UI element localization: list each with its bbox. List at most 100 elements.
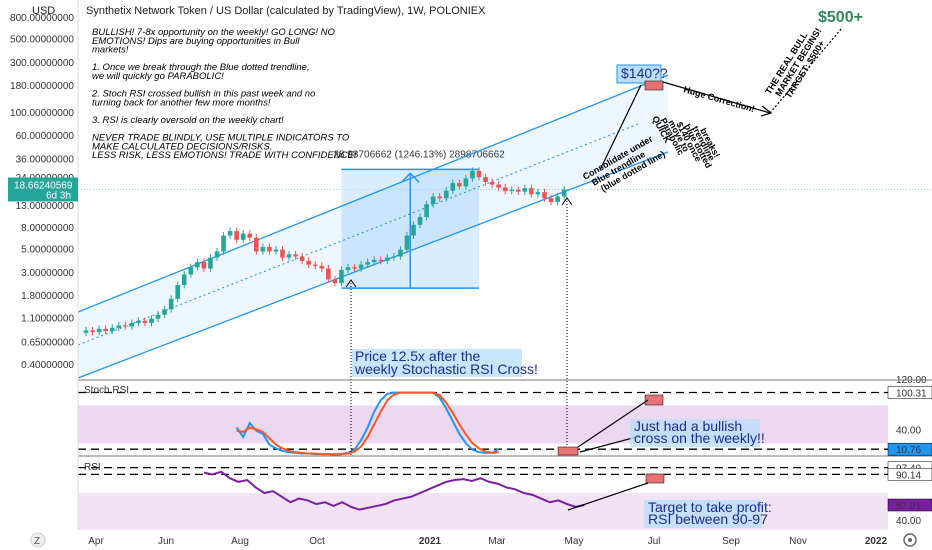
correction-arrow-head [760, 105, 773, 117]
candle-body [90, 330, 95, 333]
candle-body [365, 262, 370, 265]
target-140-box [616, 64, 662, 84]
candle-body [254, 237, 259, 252]
note-line: LESS RISK, LESS EMOTIONS! TRADE WITH CON… [92, 150, 357, 161]
candle-body [450, 183, 456, 191]
candle-body [201, 262, 207, 269]
note-line: 2. Stoch RSI crossed bullish in this pas… [91, 89, 315, 100]
candle-body [411, 224, 416, 236]
quick-move-arrow [599, 84, 642, 171]
price-tick-label: 5.00000000 [21, 245, 74, 256]
last-price-badge: 18.66240569 6d 3h [8, 177, 78, 202]
candle-body [136, 320, 141, 324]
candle-body [286, 254, 292, 258]
candle-body [516, 189, 521, 192]
price-axis-background [0, 0, 78, 550]
candle-body [457, 183, 462, 187]
candle-body [496, 184, 501, 188]
candle-body [535, 192, 541, 195]
note-line: NEVER TRADE BLINDLY, USE MULTIPLE INDICA… [92, 133, 350, 144]
candlestick-series[interactable] [83, 167, 567, 337]
svg-text:Z: Z [34, 536, 40, 547]
note-line: MAKE CALCULATED DECISIONS/RISKS. [92, 141, 272, 152]
measure-label: 28.98706662 (1246.13%) 2898706662 [333, 149, 505, 160]
rsi-tick-label: 40.00 [896, 516, 921, 527]
note-line: BULLISH! 7-8x opportunity on the weekly!… [92, 27, 335, 38]
candle-body [476, 170, 482, 178]
settings-icon[interactable] [903, 533, 917, 547]
rsi-target-line: RSI between 90-97 [648, 511, 768, 527]
note-line: markets! [92, 45, 129, 56]
time-tick-label: Nov [789, 536, 807, 547]
target-140-label: $140?? [621, 65, 668, 81]
channel-lower-line [77, 151, 669, 379]
price-tick-label: 8.00000000 [21, 223, 74, 234]
candle-body [502, 187, 508, 192]
time-axis[interactable]: Apr Jun Aug Oct 2021 Mar May Jul Sep Nov 2022 [88, 536, 887, 547]
note-line: turning back for another few more months… [92, 97, 271, 108]
rsi-level-badge-text: 57.01 [896, 501, 921, 512]
stoch-high-badge [887, 386, 932, 399]
rsi-target-line: Target to take profit: [648, 499, 772, 515]
rsi-level-badge [887, 468, 932, 481]
channel-fill [78, 75, 668, 378]
note-line: EMOTIONS! Dips are buying opportunities … [92, 36, 300, 47]
candle-body [221, 235, 226, 252]
candle-body [123, 325, 128, 327]
candle-body [443, 190, 449, 199]
candle-body [339, 269, 344, 284]
tv-logo-icon[interactable]: Z [30, 532, 46, 548]
stoch-value-badge [887, 442, 932, 456]
time-tick-label: Jul [648, 536, 661, 547]
price-tick-label: 60.00000000 [16, 131, 75, 142]
candle-body [483, 177, 488, 182]
cross-marker-head-2 [561, 197, 573, 206]
candle-body [214, 251, 220, 258]
candle-body [470, 170, 475, 179]
candle-body [267, 246, 272, 252]
currency-label: USD [32, 5, 55, 17]
rsi-target-marker [645, 473, 665, 484]
target-500-label: $500+ [818, 9, 863, 26]
measure-tool[interactable]: 28.98706662 (1246.13%) 2898706662 [333, 149, 505, 289]
cross-marker-head-1 [345, 279, 357, 288]
candle-body [326, 268, 331, 280]
note-line: 1. Once we break through the Blue dotted… [92, 62, 310, 73]
candle-body [149, 318, 154, 324]
rsi-target-arrow [567, 482, 649, 511]
bar-countdown: 6d 3h [46, 191, 71, 202]
correction-arrow-line [662, 81, 771, 114]
stoch-high-badge-text: 100.31 [896, 388, 927, 399]
chart-title: Synthetix Network Token / US Dollar (cal… [86, 5, 486, 17]
candle-body [273, 249, 279, 252]
price-tick-label: 36.00000000 [16, 155, 75, 166]
price-axis[interactable]: 800.00000000 500.00000000 300.00000000 180.… [10, 13, 932, 527]
stoch-band [78, 405, 888, 444]
candle-body [352, 267, 357, 269]
price-tick-label: 3.00000000 [21, 268, 74, 279]
candle-body [306, 260, 311, 265]
time-tick-label: 2022 [865, 536, 888, 547]
candle-body [332, 279, 338, 284]
candle-body [509, 189, 515, 192]
bullish-cross-line: cross on the weekly!! [634, 430, 765, 446]
stoch-target-marker [644, 394, 664, 406]
candle-body [175, 285, 180, 299]
time-tick-label: Oct [309, 536, 325, 547]
candle-body [489, 181, 495, 185]
note-line: we will quickly go PARABOLIC! [92, 71, 224, 82]
bullish-cross-box [630, 419, 760, 447]
candle-body [142, 320, 148, 324]
candle-body [319, 265, 325, 269]
candle-body [181, 274, 187, 286]
price-tick-label: 1.80000000 [21, 291, 74, 302]
rsi-pane-label: RSI [84, 462, 101, 473]
time-tick-label: Jun [158, 536, 174, 547]
candle-body [391, 256, 397, 258]
time-tick-label: Sep [722, 536, 740, 547]
candle-body [378, 259, 384, 261]
target-500-arrow [769, 27, 843, 114]
stoch-tick-label: 40.00 [896, 426, 921, 437]
candle-body [542, 192, 547, 199]
